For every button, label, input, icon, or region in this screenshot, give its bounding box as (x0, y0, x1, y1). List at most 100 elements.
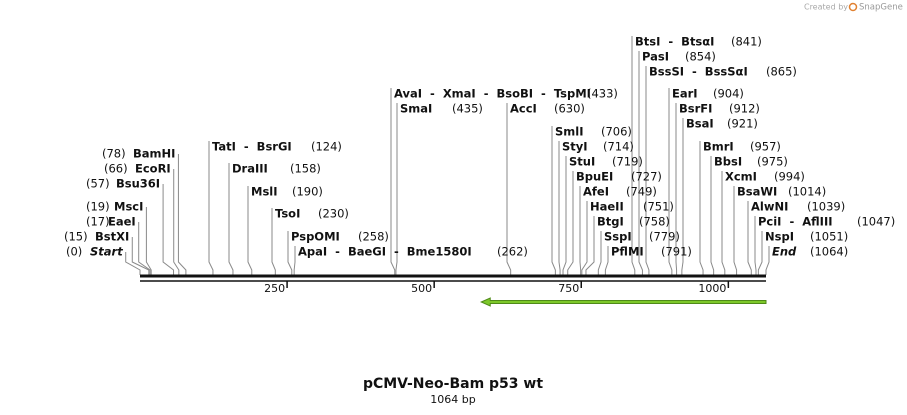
site-name: AccI (510, 102, 537, 116)
site-name: BstXI (95, 230, 129, 244)
site-name: TatI - BsrGI (212, 140, 292, 154)
site-connector (754, 216, 757, 275)
site-position: (262) (497, 245, 528, 259)
site-name: StuI (569, 155, 595, 169)
site-name: SspI (604, 230, 632, 244)
site-connector (562, 156, 567, 275)
site-connector (645, 66, 650, 275)
site-connector (145, 207, 152, 275)
site-position: (957) (750, 140, 781, 154)
site-name: PflMI (611, 245, 644, 259)
site-position: (190) (292, 185, 323, 199)
site-connector (638, 51, 643, 275)
site-name: BsaWI (737, 185, 777, 199)
site-position: (1014) (788, 185, 826, 199)
site-position: (0) (66, 245, 82, 259)
site-connector (506, 103, 512, 275)
site-position: (1064) (810, 245, 848, 259)
site-connector (668, 88, 673, 275)
site-connector (177, 154, 187, 275)
site-position: (841) (731, 35, 762, 49)
site-name: BpuEI (576, 170, 613, 184)
site-connector (125, 252, 141, 275)
site-name: AlwNI (751, 200, 788, 214)
site-connector (747, 201, 752, 275)
site-position: (865) (766, 65, 797, 79)
site-name: PciI - AflIII (758, 215, 833, 229)
site-position: (435) (452, 102, 483, 116)
site-name: BbsI (714, 155, 742, 169)
site-position: (1051) (810, 230, 848, 244)
site-connector (247, 186, 253, 275)
site-connector (581, 201, 588, 275)
site-connector (757, 231, 763, 275)
site-position: (19) (86, 200, 110, 214)
site-connector (597, 231, 602, 275)
site-connector (675, 103, 678, 275)
site-name: End (772, 245, 797, 259)
site-connector (162, 184, 175, 275)
brand: SnapGene (859, 3, 903, 13)
site-connector (271, 208, 276, 275)
site-position: (78) (102, 147, 126, 161)
site-name: BsrFI (679, 102, 712, 116)
length-label: 1064 bp (430, 393, 475, 406)
site-connector (699, 141, 704, 275)
site-position: (230) (318, 207, 349, 221)
site-name: AvaI - XmaI - BsoBI - TspMI (394, 87, 591, 101)
site-connector (631, 36, 636, 275)
site-name: EarI (672, 87, 698, 101)
site-name: BssSI - BssSαI (649, 65, 748, 79)
site-name: BamHI (133, 147, 175, 161)
map-title: pCMV-Neo-Bam p53 wt (363, 376, 543, 392)
site-name: NspI (765, 230, 794, 244)
site-position: (714) (603, 140, 634, 154)
site-connector (173, 169, 180, 275)
site-name: SmaI (400, 102, 432, 116)
created-by: Created by (804, 3, 848, 12)
site-position: (779) (649, 230, 680, 244)
site-connector (721, 171, 726, 275)
site-position: (258) (358, 230, 389, 244)
site-position: (158) (290, 162, 321, 176)
site-name: HaeII (590, 200, 624, 214)
tick-label: 1000 (698, 282, 726, 295)
site-connector (138, 222, 151, 275)
site-connector (551, 126, 556, 275)
site-connector (604, 246, 609, 275)
site-position: (433) (587, 87, 618, 101)
brand-icon (848, 2, 858, 12)
site-connector (228, 163, 234, 275)
site-position: (921) (727, 117, 758, 131)
site-position: (57) (86, 177, 110, 191)
feature-arrow (480, 297, 767, 307)
site-name: StyI (562, 140, 588, 154)
site-connector (395, 103, 398, 275)
site-name: MslI (251, 185, 278, 199)
site-name: BtgI (597, 215, 624, 229)
site-connector (765, 246, 770, 275)
site-name: SmlI (555, 125, 584, 139)
tick-label: 500 (411, 282, 432, 295)
site-name: BtsI - BtsαI (635, 35, 714, 49)
site-connector (390, 88, 396, 275)
site-connector (710, 156, 715, 275)
site-name: BmrI (703, 140, 734, 154)
site-name: MscI (114, 200, 143, 214)
site-name: PspOMI (291, 230, 340, 244)
site-name: BsaI (686, 117, 714, 131)
site-connector (558, 141, 561, 275)
site-connector (681, 118, 684, 275)
tick-label: 750 (558, 282, 579, 295)
site-connector (287, 231, 293, 275)
site-position: (15) (64, 230, 88, 244)
site-name: EcoRI (135, 162, 171, 176)
site-connector (579, 186, 582, 275)
site-position: (727) (631, 170, 662, 184)
site-position: (791) (661, 245, 692, 259)
site-position: (66) (104, 162, 128, 176)
site-connector (567, 171, 574, 275)
site-position: (17) (86, 215, 110, 229)
site-connector (131, 237, 150, 275)
